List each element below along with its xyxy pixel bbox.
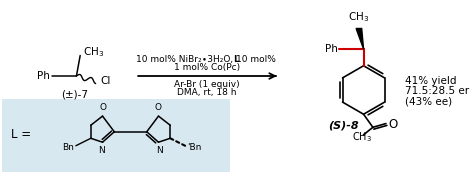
Text: 1 mol% Co(Pc): 1 mol% Co(Pc)	[174, 63, 240, 72]
Text: 71.5:28.5 er: 71.5:28.5 er	[405, 86, 469, 96]
Text: O: O	[389, 118, 398, 131]
Text: Ph: Ph	[325, 44, 337, 54]
Text: Ar-Br (1 equiv): Ar-Br (1 equiv)	[174, 80, 240, 89]
Text: (±)-7: (±)-7	[61, 90, 88, 100]
Text: 41% yield: 41% yield	[405, 76, 456, 86]
Text: CH$_3$: CH$_3$	[83, 45, 104, 59]
Text: L: L	[233, 55, 239, 64]
Text: Cl: Cl	[100, 76, 110, 86]
Text: CH$_3$: CH$_3$	[348, 10, 370, 24]
Text: L =: L =	[11, 128, 31, 141]
Text: N: N	[98, 146, 105, 155]
Text: (43% ee): (43% ee)	[405, 96, 452, 106]
Text: (S)-8: (S)-8	[328, 120, 359, 130]
Text: DMA, rt, 18 h: DMA, rt, 18 h	[177, 88, 237, 97]
Text: CH$_3$: CH$_3$	[352, 130, 372, 143]
Text: N: N	[156, 146, 163, 155]
Text: 'Bn: 'Bn	[187, 143, 201, 152]
Text: O: O	[155, 103, 162, 112]
Text: Ph: Ph	[37, 71, 50, 81]
Text: O: O	[99, 103, 106, 112]
Text: Bn: Bn	[62, 143, 74, 152]
Bar	[2, 99, 230, 172]
Text: 10 mol% NiBr₂∙3H₂O, 10 mol%: 10 mol% NiBr₂∙3H₂O, 10 mol%	[136, 55, 278, 64]
Polygon shape	[356, 28, 364, 49]
